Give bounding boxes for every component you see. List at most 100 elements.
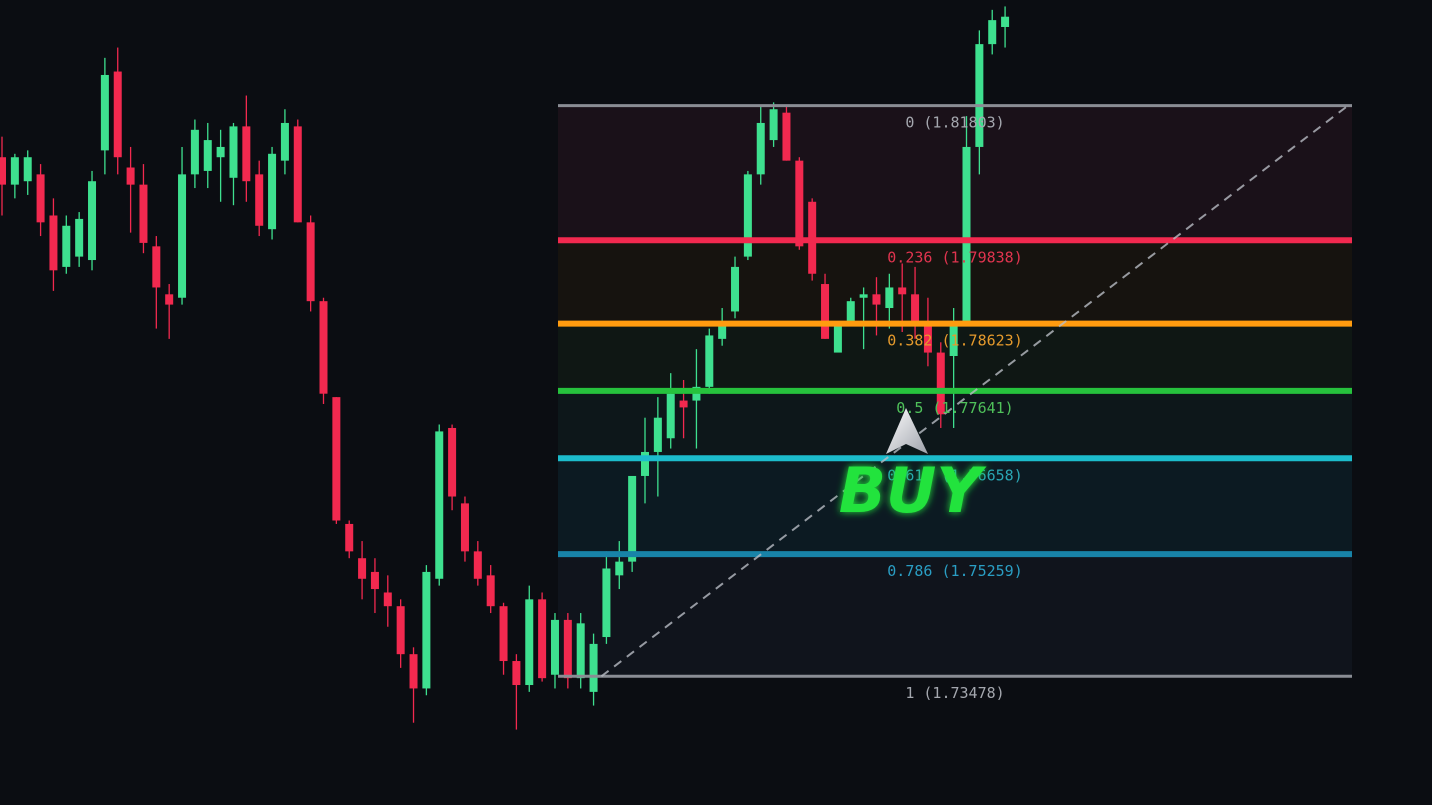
- candle: [743, 170, 752, 261]
- fib-zone-0.236: [558, 240, 1352, 324]
- fib-zone-0.5: [558, 390, 1352, 459]
- candle: [448, 424, 457, 511]
- candle-body: [293, 126, 302, 223]
- candle-body: [782, 112, 791, 161]
- candle-body: [62, 225, 71, 267]
- fib-label-0.382: 0.382 (1.78623): [887, 332, 1022, 350]
- candle: [923, 297, 932, 367]
- candle-body: [268, 153, 277, 230]
- candle-body: [949, 325, 958, 357]
- candle-body: [216, 146, 225, 158]
- fib-level-labels: 0 (1.81803) 0.236 (1.79838) 0.382 (1.78623…: [887, 114, 1022, 703]
- candle: [255, 160, 264, 237]
- candle: [988, 9, 997, 55]
- candle-body: [49, 215, 58, 271]
- candle-body: [345, 523, 354, 552]
- buy-signal-text: BUY: [839, 454, 988, 527]
- candle-body: [911, 294, 920, 326]
- candle-body: [615, 561, 624, 576]
- candle: [358, 541, 367, 600]
- candle-body: [113, 71, 122, 158]
- candle: [36, 164, 45, 237]
- candle-body: [319, 301, 328, 394]
- candle-body: [859, 294, 868, 298]
- candle-body: [563, 619, 572, 679]
- candle-body: [23, 157, 32, 182]
- candle: [178, 146, 187, 305]
- candle-body: [152, 246, 161, 288]
- candle-body: [383, 592, 392, 607]
- candle: [345, 520, 354, 559]
- candle-body: [718, 325, 727, 339]
- candle-body: [448, 427, 457, 497]
- candle-body: [923, 325, 932, 353]
- candle-body: [666, 393, 675, 439]
- candle-body: [641, 451, 649, 476]
- candle-body: [165, 294, 174, 305]
- candle: [731, 256, 740, 319]
- candle-body: [203, 140, 212, 171]
- fib-zone-fills: [558, 105, 1352, 677]
- candle: [885, 273, 894, 329]
- candle: [280, 109, 289, 175]
- candle-body: [885, 287, 894, 309]
- fib-level-lines: [558, 104, 1352, 678]
- candle-body: [705, 335, 714, 387]
- fib-zone-0.786: [558, 554, 1352, 677]
- candle: [859, 287, 868, 350]
- candle: [370, 558, 379, 614]
- candle-body: [538, 599, 547, 679]
- candle-body: [846, 301, 855, 322]
- candle: [1001, 6, 1010, 48]
- candle-body: [525, 599, 534, 686]
- candle-body: [628, 475, 637, 562]
- candle: [203, 122, 212, 189]
- candle-body: [370, 571, 379, 590]
- candle: [10, 153, 19, 199]
- candle: [113, 47, 122, 175]
- candle: [756, 105, 765, 185]
- candle-body: [190, 129, 199, 175]
- candle-body: [795, 160, 804, 247]
- candle-body: [756, 122, 765, 175]
- candle-body: [679, 400, 688, 408]
- buy-signal: BUY: [839, 408, 988, 527]
- candle: [769, 102, 778, 147]
- candle-body: [936, 352, 945, 415]
- candle-body: [576, 623, 585, 679]
- fib-label-0.236: 0.236 (1.79838): [887, 248, 1022, 266]
- buy-arrow-icon: [886, 408, 928, 454]
- candle: [782, 105, 791, 161]
- candle: [589, 633, 598, 706]
- candle: [975, 30, 984, 175]
- candle-body: [512, 661, 521, 686]
- candle-body: [473, 551, 482, 579]
- candle-body: [486, 575, 495, 607]
- candle: [435, 424, 444, 586]
- candle: [949, 308, 958, 428]
- fib-trend-line: [600, 104, 1349, 678]
- candle: [911, 266, 920, 339]
- candle: [152, 236, 161, 329]
- candle-body: [435, 431, 444, 579]
- candle: [0, 136, 6, 216]
- fib-label-0.786: 0.786 (1.75259): [887, 562, 1022, 580]
- candle: [821, 273, 830, 339]
- candle-body: [178, 174, 187, 298]
- candle-body: [833, 321, 842, 353]
- fib-zone-0.618: [558, 458, 1352, 555]
- candle-body: [988, 20, 997, 45]
- candle: [242, 95, 251, 202]
- candle-body: [769, 109, 778, 141]
- fib-label-1: 1 (1.73478): [905, 684, 1004, 702]
- candle: [268, 146, 277, 240]
- candle: [88, 170, 97, 271]
- candle: [190, 119, 199, 189]
- candle-body: [280, 122, 289, 161]
- candle: [100, 57, 109, 175]
- candle-body: [589, 643, 598, 692]
- fib-zone-0: [558, 105, 1352, 241]
- candle-body: [975, 44, 984, 147]
- candle-body: [821, 284, 830, 339]
